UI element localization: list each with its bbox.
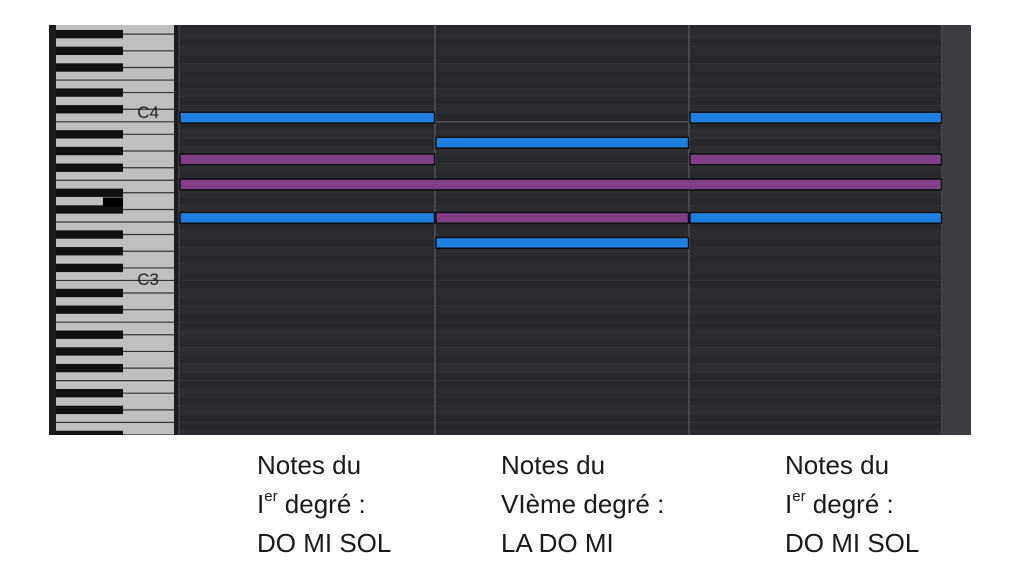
keyboard-background [56, 25, 174, 435]
note-do4[interactable] [689, 111, 943, 124]
caption-notes: DO MI SOL [257, 528, 392, 558]
black-key-c-sharp[interactable] [56, 205, 123, 214]
black-key-d-sharp[interactable] [56, 389, 123, 398]
grid-row-shade [179, 405, 942, 415]
note-sol3[interactable] [179, 153, 436, 166]
black-key-c-sharp[interactable] [56, 405, 123, 415]
caption-sixth-degree: Notes du VIème degré : LA DO MI [501, 446, 664, 563]
note-do4[interactable] [179, 111, 436, 124]
grid-row-shade [179, 305, 942, 314]
grid-row-shade [179, 130, 942, 139]
caption-first-degree: Notes du Ier degré : DO MI SOL [257, 446, 391, 563]
grid-row-shade [179, 29, 942, 39]
vertical-scroll-panel[interactable] [942, 25, 971, 435]
note-grid [178, 25, 971, 435]
caption-title: Notes du [257, 450, 362, 480]
black-key-g-sharp[interactable] [56, 347, 123, 356]
grid-row-shade [179, 330, 942, 339]
grid-row-shade [179, 188, 942, 197]
note-do3[interactable] [179, 211, 436, 224]
caption-degree: Ier degré : [785, 485, 919, 524]
grid-row-shade [179, 63, 942, 72]
note-sol3[interactable] [689, 153, 943, 166]
black-key-d-sharp[interactable] [56, 188, 123, 197]
black-key-f-sharp[interactable] [56, 63, 123, 72]
caption-notes: LA DO MI [501, 528, 614, 558]
degree-numeral: I [257, 489, 265, 519]
grid-row-shade [179, 430, 942, 435]
black-key-c-sharp[interactable] [56, 305, 123, 314]
grid-row-shade [179, 288, 942, 298]
caption-notes: DO MI SOL [785, 528, 920, 558]
grid-row-shade [179, 363, 942, 373]
caption-title: Notes du [785, 450, 890, 480]
notes-layer[interactable] [179, 111, 943, 249]
black-key-d-sharp[interactable] [56, 88, 123, 97]
black-key-f-sharp[interactable] [56, 363, 123, 373]
black-key-a-sharp[interactable] [56, 430, 123, 435]
note-la2[interactable] [435, 236, 690, 249]
black-key-d-sharp[interactable] [56, 288, 123, 298]
grid-row-shade [179, 347, 942, 356]
key-label-c3: C3 [137, 270, 159, 289]
black-key-g-sharp[interactable] [56, 46, 123, 55]
keyboard-edge [49, 25, 56, 435]
key-label-c4: C4 [137, 103, 159, 122]
black-key-a-sharp[interactable] [56, 230, 123, 239]
degree-numeral: VIème degré : [501, 489, 665, 519]
black-key-a-sharp[interactable] [56, 130, 123, 139]
piano-keyboard[interactable] [49, 25, 179, 435]
piano-roll-canvas[interactable]: C4 C3 [49, 25, 971, 435]
black-key-c-sharp[interactable] [56, 105, 123, 114]
degree-numeral: I [785, 489, 793, 519]
grid-row-shade [179, 163, 942, 172]
black-key-f-sharp[interactable] [56, 263, 123, 273]
degree-suffix: degré : [805, 489, 894, 519]
black-key-g-sharp[interactable] [56, 247, 123, 256]
grid-row-shade [179, 105, 942, 114]
caption-degree: VIème degré : [501, 485, 664, 524]
grid-row-shade [179, 263, 942, 273]
black-key-f-sharp[interactable] [56, 163, 123, 172]
black-key-a-sharp[interactable] [56, 29, 123, 39]
black-key-a-sharp[interactable] [56, 330, 123, 339]
grid-row-shade [179, 247, 942, 256]
piano-roll-editor[interactable]: C4 C3 [49, 25, 971, 435]
caption-first-degree-repeat: Notes du Ier degré : DO MI SOL [785, 446, 919, 563]
keyboard-border [174, 25, 179, 435]
note-do3[interactable] [689, 211, 943, 224]
caption-degree: Ier degré : [257, 485, 391, 524]
grid-row-shade [179, 88, 942, 97]
caption-title: Notes du [501, 450, 606, 480]
note-do3[interactable] [435, 211, 690, 224]
grid-row-shade [179, 230, 942, 239]
grid-row-shade [179, 205, 942, 214]
active-key-marker [103, 197, 123, 207]
degree-suffix: degré : [277, 489, 366, 519]
black-key-g-sharp[interactable] [56, 146, 123, 156]
grid-row-shade [179, 46, 942, 55]
grid-row-shade [179, 389, 942, 398]
note-mi3[interactable] [179, 178, 943, 191]
degree-superscript: er [792, 488, 806, 506]
note-la3[interactable] [435, 136, 690, 149]
degree-superscript: er [264, 488, 278, 506]
grid-row-shade [179, 146, 942, 156]
